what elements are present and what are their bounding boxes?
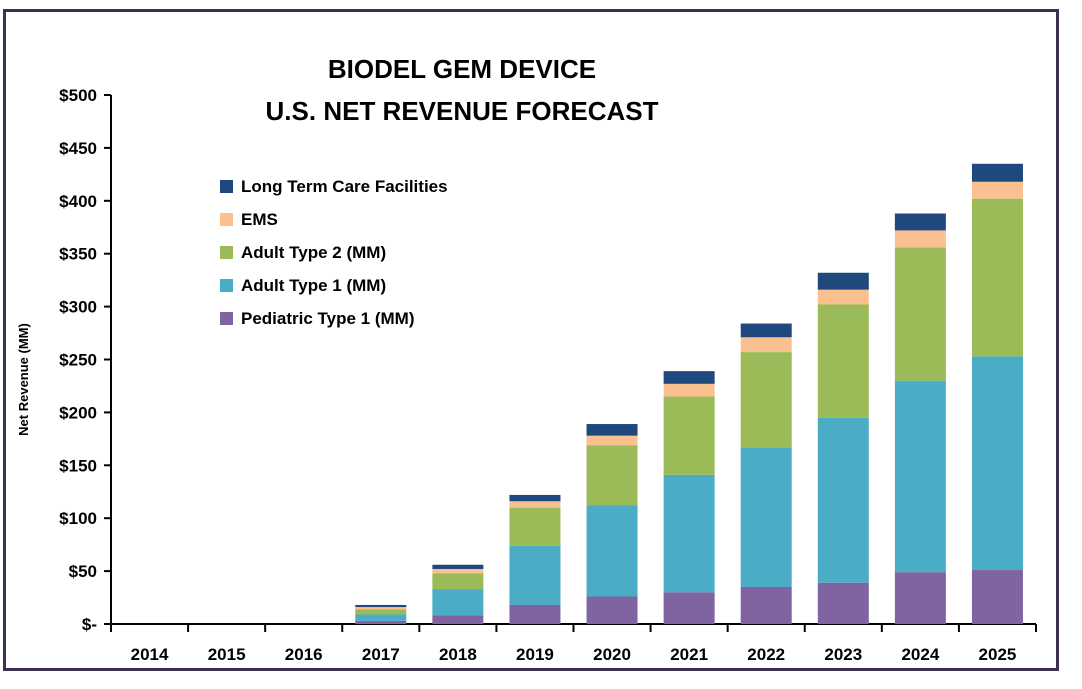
x-tick-label: 2023 bbox=[824, 645, 862, 664]
y-tick-label: $500 bbox=[59, 86, 97, 105]
bar-2017-series-2 bbox=[355, 609, 407, 615]
bar-2019-series-0 bbox=[509, 604, 561, 624]
x-tick-label: 2020 bbox=[593, 645, 631, 664]
legend-label: EMS bbox=[241, 210, 278, 229]
bar-2022-series-0 bbox=[740, 586, 792, 624]
x-tick-label: 2015 bbox=[208, 645, 246, 664]
y-tick-label: $50 bbox=[69, 562, 97, 581]
y-tick-label: $100 bbox=[59, 509, 97, 528]
x-tick-label: 2016 bbox=[285, 645, 323, 664]
bar-2025-series-2 bbox=[971, 198, 1023, 357]
bar-2019-series-3 bbox=[509, 501, 561, 508]
bar-2022-series-2 bbox=[740, 352, 792, 448]
x-tick-label: 2014 bbox=[131, 645, 169, 664]
legend-label: Adult Type 2 (MM) bbox=[241, 243, 386, 262]
chart-title-line: BIODEL GEM DEVICE bbox=[328, 54, 596, 84]
y-tick-label: $300 bbox=[59, 298, 97, 317]
bar-2022-series-3 bbox=[740, 337, 792, 353]
bar-2022-series-1 bbox=[740, 447, 792, 587]
bar-2021-series-0 bbox=[663, 592, 715, 624]
legend-label: Pediatric Type 1 (MM) bbox=[241, 309, 415, 328]
bar-2018-series-4 bbox=[432, 564, 484, 569]
chart-title-line: U.S. NET REVENUE FORECAST bbox=[266, 96, 659, 126]
bar-2024-series-2 bbox=[894, 247, 946, 381]
bar-2023-series-2 bbox=[817, 304, 869, 418]
x-tick-label: 2019 bbox=[516, 645, 554, 664]
x-tick-label: 2024 bbox=[901, 645, 939, 664]
bar-2017-series-1 bbox=[355, 614, 407, 621]
y-axis-label: Net Revenue (MM) bbox=[16, 323, 31, 436]
bar-2019-series-4 bbox=[509, 494, 561, 502]
legend-label: Adult Type 1 (MM) bbox=[241, 276, 386, 295]
bar-2023-series-3 bbox=[817, 289, 869, 305]
bar-2020-series-3 bbox=[586, 435, 638, 446]
x-tick-label: 2022 bbox=[747, 645, 785, 664]
bar-2017-series-3 bbox=[355, 607, 407, 610]
legend-swatch bbox=[220, 279, 233, 292]
bar-2021-series-4 bbox=[663, 371, 715, 384]
bar-2024-series-4 bbox=[894, 213, 946, 231]
bar-2023-series-1 bbox=[817, 417, 869, 583]
bar-2024-series-0 bbox=[894, 572, 946, 624]
bar-2018-series-3 bbox=[432, 568, 484, 574]
y-tick-label: $200 bbox=[59, 403, 97, 422]
bar-2025-series-0 bbox=[971, 570, 1023, 624]
axes: $- $50 $100 $150 $200 $250 $300 $350 $400 $450 $50… bbox=[16, 86, 1037, 664]
y-tick-label: $250 bbox=[59, 351, 97, 370]
y-tick-label: $- bbox=[82, 615, 97, 634]
y-tick-label: $350 bbox=[59, 245, 97, 264]
legend-swatch bbox=[220, 312, 233, 325]
bar-2023-series-4 bbox=[817, 272, 869, 290]
y-tick-label: $450 bbox=[59, 139, 97, 158]
chart-title: BIODEL GEM DEVICE U.S. NET REVENUE FORECA… bbox=[266, 54, 659, 126]
bar-2021-series-1 bbox=[663, 474, 715, 593]
bar-2025-series-3 bbox=[971, 181, 1023, 199]
bar-2025-series-1 bbox=[971, 356, 1023, 571]
bars bbox=[355, 163, 1023, 624]
legend-swatch bbox=[220, 246, 233, 259]
legend-label: Long Term Care Facilities bbox=[241, 177, 448, 196]
bar-2021-series-3 bbox=[663, 383, 715, 397]
bar-2019-series-1 bbox=[509, 545, 561, 605]
bar-2020-series-4 bbox=[586, 424, 638, 436]
bar-2020-series-2 bbox=[586, 445, 638, 506]
revenue-chart: BIODEL GEM DEVICE U.S. NET REVENUE FORECA… bbox=[16, 54, 1037, 664]
y-tick-label: $150 bbox=[59, 456, 97, 475]
x-tick-label: 2021 bbox=[670, 645, 708, 664]
bar-2019-series-2 bbox=[509, 507, 561, 546]
bar-2022-series-4 bbox=[740, 323, 792, 338]
bar-2018-series-1 bbox=[432, 589, 484, 616]
x-tick-label: 2018 bbox=[439, 645, 477, 664]
bar-2018-series-0 bbox=[432, 615, 484, 624]
legend: Long Term Care Facilities EMS Adult Type 2… bbox=[220, 177, 448, 328]
x-tick-label: 2017 bbox=[362, 645, 400, 664]
y-tick-label: $400 bbox=[59, 192, 97, 211]
bar-2025-series-4 bbox=[971, 163, 1023, 182]
legend-swatch bbox=[220, 213, 233, 226]
chart-frame: BIODEL GEM DEVICE U.S. NET REVENUE FORECA… bbox=[3, 9, 1059, 671]
bar-2017-series-0 bbox=[355, 620, 407, 624]
bar-2024-series-3 bbox=[894, 230, 946, 248]
bar-2021-series-2 bbox=[663, 396, 715, 475]
bar-2020-series-1 bbox=[586, 505, 638, 597]
bar-2018-series-2 bbox=[432, 573, 484, 590]
bar-2023-series-0 bbox=[817, 582, 869, 624]
bar-2020-series-0 bbox=[586, 596, 638, 624]
x-tick-label: 2025 bbox=[979, 645, 1017, 664]
bar-2017-series-4 bbox=[355, 604, 407, 608]
bar-2024-series-1 bbox=[894, 380, 946, 573]
legend-swatch bbox=[220, 180, 233, 193]
